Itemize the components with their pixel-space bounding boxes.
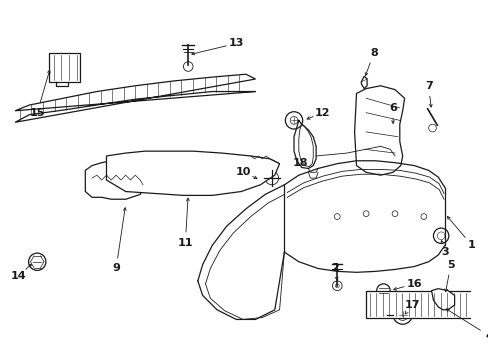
Text: 14: 14 bbox=[10, 271, 26, 281]
Text: 9: 9 bbox=[112, 264, 120, 274]
Text: 2: 2 bbox=[331, 264, 339, 274]
Polygon shape bbox=[15, 74, 255, 122]
Polygon shape bbox=[354, 86, 404, 175]
Text: 8: 8 bbox=[369, 48, 377, 58]
Text: 10: 10 bbox=[235, 167, 250, 177]
Text: 13: 13 bbox=[228, 39, 244, 49]
Bar bbox=[49, 53, 80, 82]
Polygon shape bbox=[85, 159, 142, 199]
Text: 4: 4 bbox=[484, 331, 488, 341]
Polygon shape bbox=[106, 151, 279, 195]
Text: 11: 11 bbox=[177, 238, 193, 248]
Text: 6: 6 bbox=[388, 103, 396, 113]
Text: 17: 17 bbox=[404, 300, 419, 310]
Text: 1: 1 bbox=[467, 240, 475, 251]
Text: 5: 5 bbox=[446, 260, 454, 270]
Text: 18: 18 bbox=[292, 158, 308, 168]
Text: 16: 16 bbox=[406, 279, 421, 289]
Text: 3: 3 bbox=[440, 247, 448, 257]
Bar bbox=[366, 291, 488, 318]
Text: 15: 15 bbox=[29, 108, 45, 118]
Text: 12: 12 bbox=[314, 108, 330, 118]
Polygon shape bbox=[361, 76, 366, 89]
Polygon shape bbox=[430, 289, 454, 310]
Text: 7: 7 bbox=[424, 81, 432, 91]
